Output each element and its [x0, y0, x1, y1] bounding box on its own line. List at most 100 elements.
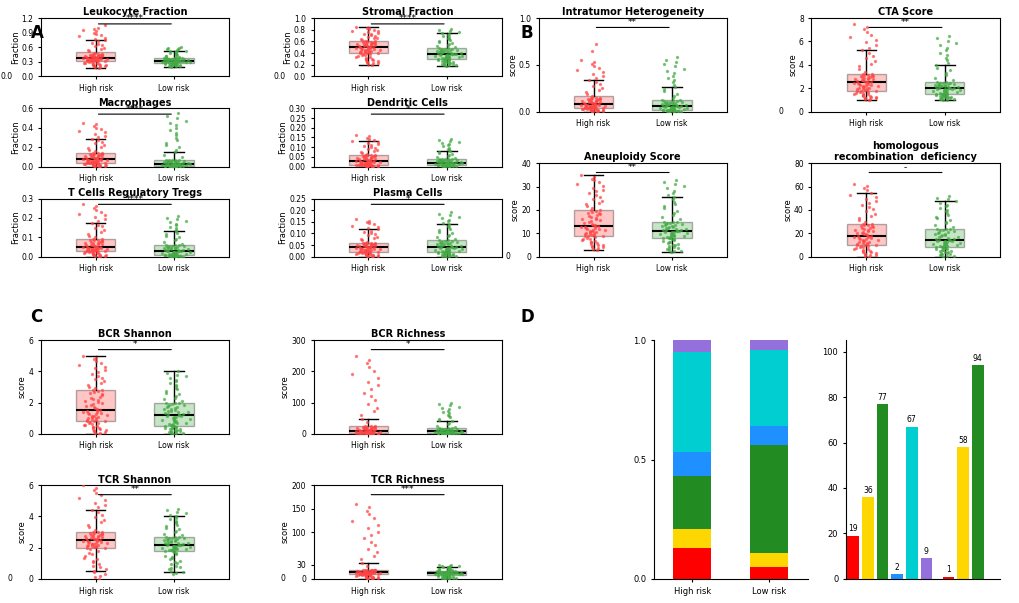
Point: [167, 219, 183, 229]
Point: [165, 248, 181, 257]
Point: [849, 78, 865, 87]
Point: [156, 237, 172, 247]
Point: [441, 53, 458, 63]
Point: [75, 481, 92, 490]
Point: [163, 250, 179, 260]
Point: [88, 538, 104, 548]
Point: [359, 160, 375, 169]
Point: [855, 229, 871, 239]
Point: [359, 247, 375, 257]
Point: [443, 236, 460, 245]
Point: [655, 217, 672, 227]
Point: [442, 560, 459, 570]
Point: [925, 220, 942, 230]
Point: [666, 241, 683, 250]
Point: [370, 373, 386, 383]
Point: [580, 217, 596, 227]
Point: [854, 246, 870, 256]
Point: [90, 418, 106, 428]
Point: [436, 54, 452, 63]
Point: [363, 159, 379, 168]
Point: [436, 56, 452, 66]
Point: [583, 212, 599, 222]
Point: [160, 56, 176, 66]
Point: [658, 183, 675, 193]
Point: [356, 567, 372, 576]
Point: [361, 510, 377, 519]
Point: [354, 244, 370, 254]
Point: [166, 250, 182, 260]
Point: [91, 162, 107, 171]
PathPatch shape: [427, 241, 466, 252]
Point: [587, 187, 603, 197]
Point: [165, 415, 181, 425]
Point: [163, 161, 179, 171]
Point: [164, 545, 180, 555]
Point: [439, 425, 455, 434]
Point: [353, 569, 369, 578]
Point: [79, 53, 96, 63]
Point: [859, 244, 875, 254]
Point: [367, 566, 383, 575]
Point: [369, 569, 385, 579]
PathPatch shape: [154, 58, 194, 63]
Point: [926, 229, 943, 239]
Point: [587, 213, 603, 223]
Point: [158, 159, 174, 169]
Point: [432, 241, 448, 250]
Point: [365, 55, 381, 65]
Point: [859, 87, 875, 96]
Point: [579, 232, 595, 241]
Point: [93, 378, 109, 388]
Point: [938, 195, 955, 204]
Point: [76, 248, 93, 257]
Point: [440, 244, 457, 253]
Point: [166, 243, 182, 253]
Point: [867, 248, 883, 258]
Point: [86, 161, 102, 171]
Point: [862, 248, 878, 257]
Point: [85, 399, 101, 409]
Point: [161, 162, 177, 171]
Point: [358, 427, 374, 437]
Point: [660, 237, 677, 247]
Point: [165, 160, 181, 170]
Point: [576, 229, 592, 239]
Point: [85, 160, 101, 169]
Point: [167, 528, 183, 537]
Point: [357, 158, 373, 168]
Point: [85, 240, 101, 250]
Point: [94, 40, 110, 50]
Point: [590, 63, 606, 73]
Point: [430, 426, 446, 435]
Point: [167, 49, 183, 59]
Point: [447, 426, 464, 436]
Point: [362, 43, 378, 53]
Point: [89, 406, 105, 415]
Point: [847, 226, 863, 235]
Point: [589, 95, 605, 104]
Point: [366, 150, 382, 160]
Point: [440, 423, 457, 433]
Point: [359, 57, 375, 67]
Point: [358, 151, 374, 160]
Point: [590, 240, 606, 250]
Point: [937, 244, 954, 253]
Point: [179, 55, 196, 65]
Point: [84, 419, 100, 429]
Point: [161, 373, 177, 383]
Point: [92, 535, 108, 545]
Point: [87, 525, 103, 534]
Point: [93, 490, 109, 500]
Point: [854, 238, 870, 248]
Point: [160, 537, 176, 547]
Point: [161, 378, 177, 388]
Point: [355, 37, 371, 47]
Point: [93, 54, 109, 63]
Point: [85, 531, 101, 540]
Point: [441, 569, 458, 579]
Point: [594, 242, 610, 252]
Point: [857, 207, 873, 216]
Point: [94, 52, 110, 62]
Point: [444, 161, 461, 171]
